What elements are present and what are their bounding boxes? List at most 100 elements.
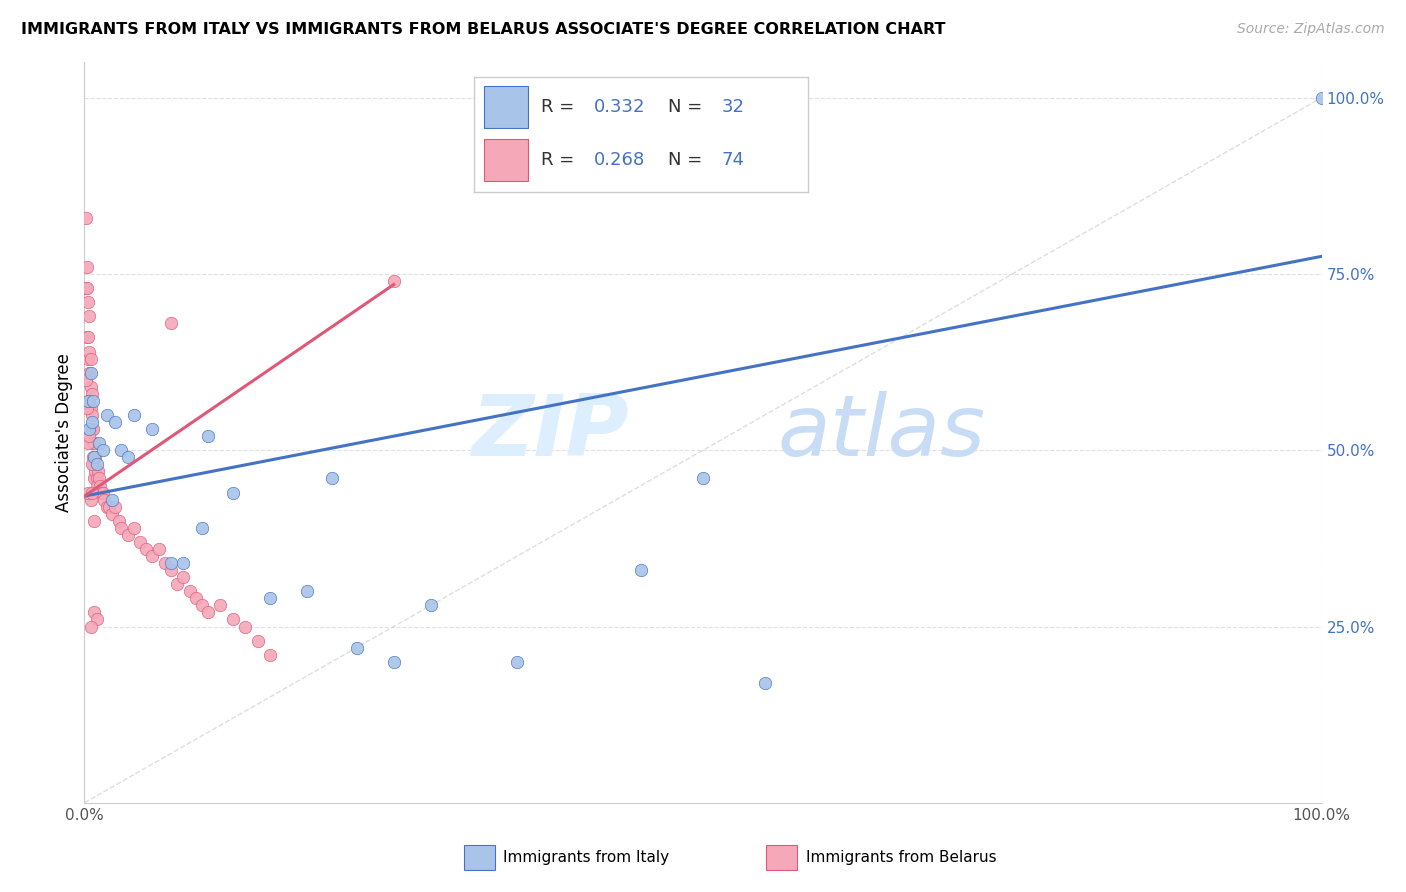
Point <box>141 422 163 436</box>
Point <box>122 408 145 422</box>
Point <box>321 471 343 485</box>
Point <box>80 387 103 401</box>
Text: atlas: atlas <box>778 391 986 475</box>
Point <box>83 471 105 485</box>
Point <box>76 330 98 344</box>
Point <box>191 599 214 613</box>
Point <box>506 655 529 669</box>
Point <box>86 612 108 626</box>
Point <box>75 373 97 387</box>
Point <box>98 500 121 514</box>
Point <box>96 408 118 422</box>
Point <box>77 295 100 310</box>
Point <box>259 648 281 662</box>
Point <box>108 514 131 528</box>
Point <box>222 485 245 500</box>
Point <box>172 556 194 570</box>
Point <box>79 310 101 324</box>
Point <box>76 260 98 274</box>
Point <box>79 619 101 633</box>
Point <box>346 640 368 655</box>
Point <box>80 458 103 472</box>
Point <box>110 521 132 535</box>
Point <box>76 401 98 415</box>
Point <box>80 408 103 422</box>
Point <box>90 485 112 500</box>
Point <box>79 401 101 415</box>
Point <box>110 443 132 458</box>
Point <box>86 471 108 485</box>
Point <box>209 599 232 613</box>
Point <box>160 563 183 577</box>
Point <box>184 591 207 606</box>
Point <box>75 281 97 295</box>
Point <box>117 450 139 465</box>
Point <box>79 393 101 408</box>
Point <box>89 471 111 485</box>
Point <box>692 471 714 485</box>
Point <box>79 429 101 443</box>
Point <box>419 599 441 613</box>
Point <box>141 549 163 563</box>
Point <box>222 612 245 626</box>
Text: ZIP: ZIP <box>471 391 628 475</box>
Point <box>179 584 201 599</box>
Y-axis label: Associate's Degree: Associate's Degree <box>55 353 73 512</box>
Point <box>83 606 105 620</box>
Point <box>79 492 101 507</box>
Point <box>129 535 152 549</box>
Point <box>259 591 281 606</box>
Point <box>83 436 105 450</box>
Point <box>166 577 188 591</box>
Text: Immigrants from Italy: Immigrants from Italy <box>503 850 669 864</box>
Point <box>77 330 100 344</box>
Point <box>1310 91 1333 105</box>
Point <box>117 528 139 542</box>
Point <box>77 436 100 450</box>
Point <box>79 344 101 359</box>
Point <box>148 541 170 556</box>
Point <box>233 619 256 633</box>
Point <box>79 422 101 436</box>
Point <box>80 485 103 500</box>
Point <box>172 570 194 584</box>
Point <box>89 478 111 492</box>
Point <box>104 500 127 514</box>
Point <box>86 478 108 492</box>
Point <box>77 485 100 500</box>
Point <box>246 633 269 648</box>
Point <box>79 366 101 380</box>
Point <box>104 415 127 429</box>
Point <box>197 606 219 620</box>
Text: IMMIGRANTS FROM ITALY VS IMMIGRANTS FROM BELARUS ASSOCIATE'S DEGREE CORRELATION : IMMIGRANTS FROM ITALY VS IMMIGRANTS FROM… <box>21 22 946 37</box>
Point <box>79 351 101 366</box>
Point <box>295 584 318 599</box>
Point <box>160 556 183 570</box>
Point <box>84 450 107 465</box>
Point <box>80 415 103 429</box>
Point <box>75 211 97 225</box>
Point <box>82 450 104 465</box>
Point <box>83 458 105 472</box>
Point <box>89 436 111 450</box>
Text: Source: ZipAtlas.com: Source: ZipAtlas.com <box>1237 22 1385 37</box>
Point <box>77 351 100 366</box>
Point <box>122 521 145 535</box>
Point <box>80 422 103 436</box>
Point <box>84 464 107 478</box>
Point <box>630 563 652 577</box>
Point <box>100 492 122 507</box>
Point <box>197 429 219 443</box>
Point <box>135 541 157 556</box>
Point <box>91 485 114 500</box>
Point <box>79 366 101 380</box>
Point <box>82 422 104 436</box>
Point <box>76 281 98 295</box>
Point <box>83 450 105 465</box>
Point <box>382 655 405 669</box>
Point <box>191 521 214 535</box>
Point <box>82 436 104 450</box>
Text: Immigrants from Belarus: Immigrants from Belarus <box>806 850 997 864</box>
Point <box>153 556 176 570</box>
Point <box>382 274 405 288</box>
